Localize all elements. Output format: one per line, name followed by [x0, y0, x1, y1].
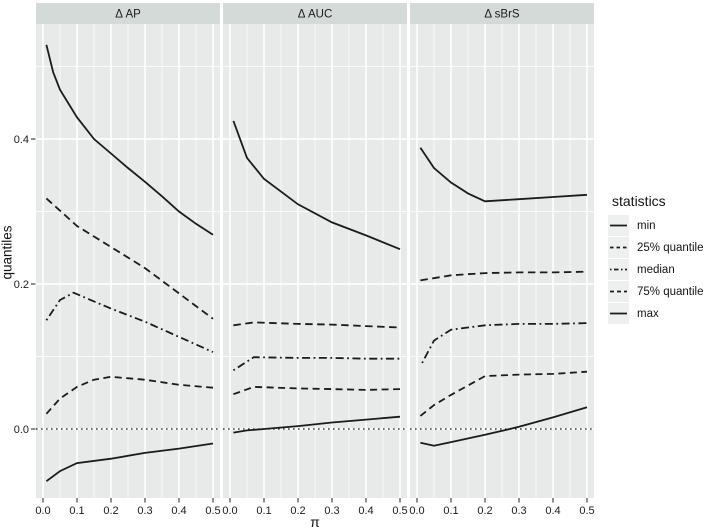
x-axis-title: π: [310, 514, 320, 530]
legend-item-label: min: [637, 219, 656, 232]
legend-items: min 25% quantile median 75% quantile max: [608, 215, 704, 324]
series-line-25-quantile: [45, 375, 214, 415]
legend-item-label: 75% quantile: [637, 285, 704, 298]
x-tick-label: 0.2: [103, 505, 118, 517]
x-tick-label: 0.0: [222, 505, 237, 517]
legend-key-solid-line: [608, 303, 629, 324]
legend-key-dashed-line: [608, 237, 629, 258]
y-tick-label: 0.4: [14, 134, 29, 146]
series-line-25-quantile: [233, 385, 401, 396]
series-line-median: [45, 291, 214, 353]
x-tick-label: 0.4: [545, 505, 560, 517]
x-tick-label: 0.1: [256, 505, 271, 517]
series-line-75-quantile: [45, 197, 214, 320]
legend-key-dotdash-line: [608, 259, 629, 280]
legend-item-25-quantile: 25% quantile: [608, 237, 704, 258]
facet-strip: [410, 3, 594, 24]
series-line-max: [419, 147, 588, 203]
series-line-max: [45, 44, 214, 236]
legend-item-label: max: [637, 307, 659, 320]
legend-linetype-sample: [610, 312, 627, 315]
x-tick-label: 0.5: [579, 505, 594, 517]
legend-linetype-sample: [610, 268, 627, 271]
x-tick-label: 0.2: [290, 505, 305, 517]
series-line-median: [421, 322, 588, 364]
facet-strip-label: Δ AP: [115, 9, 141, 21]
legend-item-min: min: [608, 215, 704, 236]
legend-item-label: 25% quantile: [637, 241, 704, 254]
legend-item-median: median: [608, 259, 704, 280]
x-tick-label: 0.1: [443, 505, 458, 517]
legend-linetype-sample: [610, 246, 627, 249]
series-line-max: [232, 120, 401, 251]
facet-panel-ap: Δ AP 0.0 0.1 0.2 0.3 0.4 0.5: [35, 3, 221, 517]
x-tick-label: 0.3: [511, 505, 526, 517]
legend-item-label: median: [637, 263, 675, 276]
legend: statistics min 25% quantile median 75% quan…: [608, 193, 704, 325]
y-tick-label: 0.0: [14, 424, 29, 436]
x-tick-label: 0.3: [137, 505, 152, 517]
series-line-median: [232, 356, 400, 372]
x-tick-label: 0.5: [392, 505, 407, 517]
legend-item-75-quantile: 75% quantile: [608, 281, 704, 302]
x-tick-label: 0.0: [35, 505, 50, 517]
legend-linetype-sample: [610, 290, 627, 293]
series-line-min: [233, 415, 401, 434]
y-axis-title: quantiles: [0, 225, 15, 280]
facet-strip-label: Δ sBrS: [484, 9, 519, 21]
x-tick-label: 0.4: [358, 505, 373, 517]
legend-item-max: max: [608, 303, 704, 324]
legend-key-dashed2-line: [608, 281, 629, 302]
x-tick-label: 0.0: [409, 505, 424, 517]
facet-panel-sbrs: Δ sBrS 0.0 0.1 0.2 0.3 0.4 0.5: [409, 3, 595, 517]
series-line-75-quantile: [420, 270, 588, 282]
legend-key-solid-line: [608, 215, 629, 236]
series-line-75-quantile: [233, 321, 401, 329]
x-tick-label: 0.4: [171, 505, 186, 517]
facet-panel-auc: Δ AUC 0.0 0.1 0.2 0.3 0.4 0.5: [222, 3, 408, 517]
legend-title: statistics: [612, 193, 666, 209]
y-tick-label: 0.2: [14, 279, 29, 291]
x-tick-label: 0.1: [69, 505, 84, 517]
series-line-min: [45, 442, 214, 482]
facet-strip-label: Δ AUC: [298, 9, 333, 21]
series-line-25-quantile: [419, 370, 588, 417]
series-line-min: [420, 406, 588, 447]
facet-strip: [223, 3, 407, 24]
x-tick-label: 0.3: [324, 505, 339, 517]
x-tick-label: 0.2: [477, 505, 492, 517]
legend-linetype-sample: [610, 224, 627, 227]
facet-strip: [36, 3, 220, 24]
x-tick-label: 0.5: [205, 505, 220, 517]
